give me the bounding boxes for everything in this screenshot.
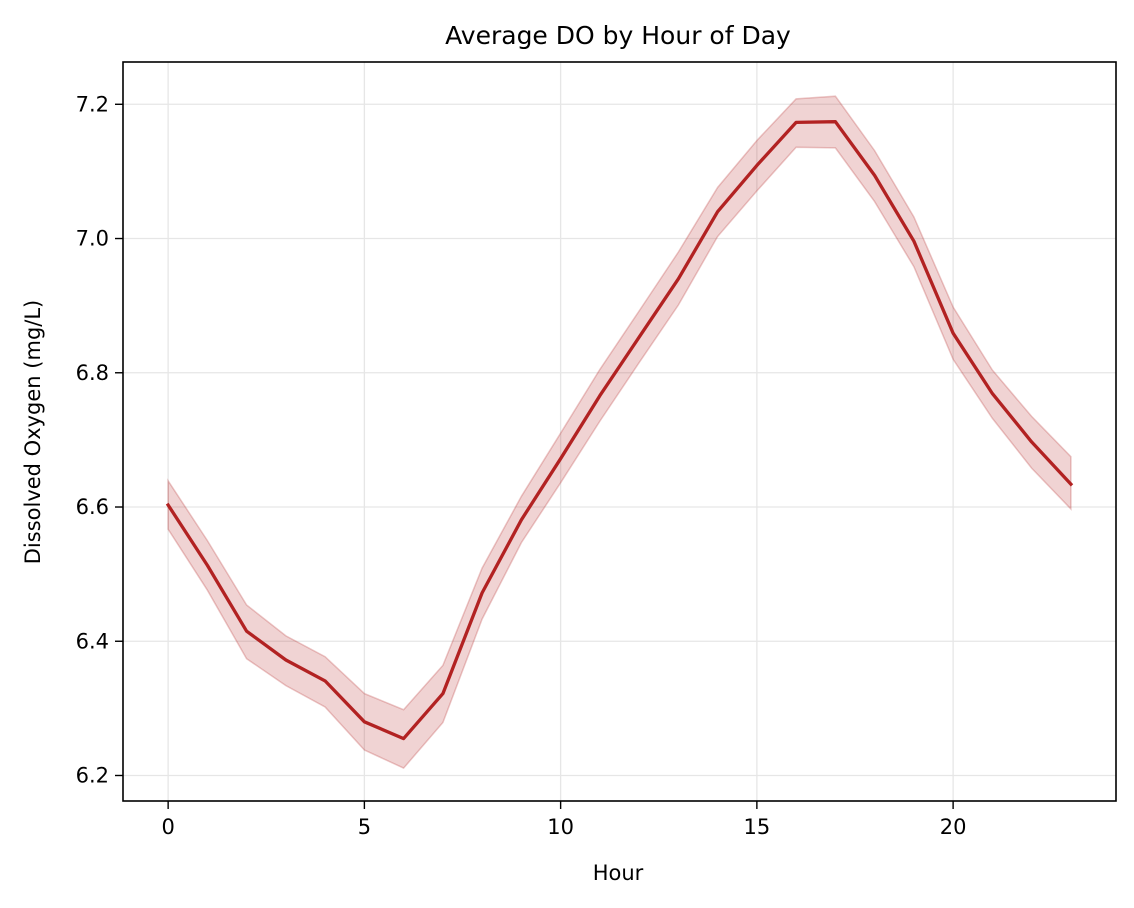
- y-tick-label: 6.2: [76, 763, 109, 787]
- confidence-band-layer: [167, 95, 1072, 770]
- x-tick-label: 15: [744, 815, 771, 839]
- plot-area-frame: [122, 61, 1117, 802]
- series-line-layer: [165, 120, 1074, 741]
- chart-title: Average DO by Hour of Day: [445, 21, 791, 50]
- y-axis-label: Dissolved Oxygen (mg/L): [21, 300, 45, 565]
- y-tick-label: 7.2: [76, 92, 109, 116]
- series-line: [165, 120, 1074, 741]
- y-tick-label: 6.6: [76, 495, 109, 519]
- confidence-band: [167, 95, 1072, 770]
- y-tick-label: 7.0: [76, 227, 109, 251]
- y-axis-ticks: 6.2 6.4 6.6 6.8 7.0 7.2: [76, 92, 123, 787]
- y-tick-label: 6.4: [76, 629, 109, 653]
- x-tick-label: 0: [161, 815, 174, 839]
- x-axis-ticks: 0 5 10 15 20: [161, 801, 966, 839]
- x-tick-label: 20: [940, 815, 967, 839]
- x-tick-label: 10: [547, 815, 574, 839]
- x-axis-label: Hour: [593, 861, 644, 885]
- grid-lines: [123, 62, 1116, 801]
- y-tick-label: 6.8: [76, 361, 109, 385]
- x-tick-label: 5: [358, 815, 371, 839]
